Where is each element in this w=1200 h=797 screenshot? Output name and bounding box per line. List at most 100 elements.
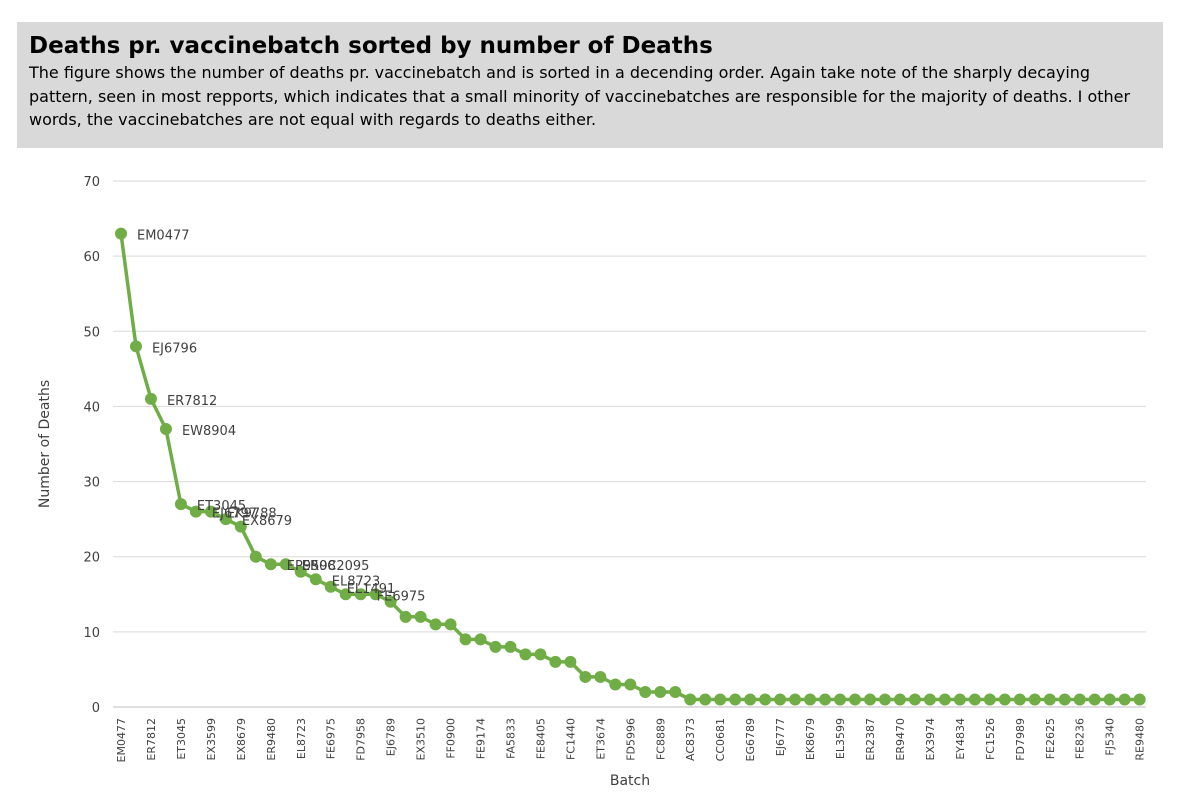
data-point <box>654 685 667 698</box>
data-point <box>714 693 727 706</box>
data-point <box>369 588 382 601</box>
data-label: ET3045 <box>197 499 246 514</box>
data-point <box>744 693 757 706</box>
x-tick-label: EM0477 <box>115 718 128 762</box>
data-point <box>639 685 652 698</box>
data-point <box>729 693 742 706</box>
data-point <box>489 640 502 653</box>
data-point <box>953 693 966 706</box>
data-point <box>1118 693 1131 706</box>
y-tick-label: 60 <box>83 250 100 265</box>
x-tick-label: EJ6789 <box>385 718 398 756</box>
y-axis-title: Number of Deaths <box>37 380 53 508</box>
x-tick-label: FE8236 <box>1074 718 1087 759</box>
data-point <box>474 633 487 646</box>
x-tick-label: FD7989 <box>1014 718 1027 761</box>
data-point <box>504 640 517 653</box>
data-point <box>429 618 442 631</box>
x-tick-label: ET3045 <box>175 718 188 760</box>
y-tick-label: 50 <box>83 325 100 340</box>
x-tick-label: FC1440 <box>564 718 577 760</box>
x-tick-label: EL3599 <box>834 718 847 759</box>
x-tick-label: FD7958 <box>355 718 368 761</box>
data-point <box>399 610 412 623</box>
data-point <box>384 595 397 608</box>
data-point <box>159 422 172 435</box>
x-tick-label: AC8373 <box>684 718 697 761</box>
data-label: EK9788 <box>227 507 277 522</box>
data-point <box>759 693 772 706</box>
data-point <box>819 693 832 706</box>
x-tick-label: FJ5340 <box>1104 718 1117 756</box>
chart-header: Deaths pr. vaccinebatch sorted by number… <box>17 22 1163 148</box>
x-tick-label: FE8405 <box>534 718 547 759</box>
y-tick-label: 10 <box>83 626 100 641</box>
data-point <box>1103 693 1116 706</box>
data-label: EM0477 <box>137 229 190 244</box>
data-point <box>264 558 277 571</box>
data-point <box>609 678 622 691</box>
data-label: EL1491 <box>347 582 396 597</box>
data-point <box>564 655 577 668</box>
data-point <box>339 588 352 601</box>
data-label: EJ6796 <box>152 341 197 356</box>
data-labels: EM0477 EJ6796 ER7812 EW8904 ET3045EJ6797EK97… <box>137 229 425 605</box>
x-tick-label: ER7812 <box>145 718 158 761</box>
data-point <box>849 693 862 706</box>
data-point <box>309 573 322 586</box>
data-label: ER0C2095 <box>302 559 370 574</box>
x-tick-label: CC0681 <box>714 718 727 761</box>
data-point <box>804 693 817 706</box>
x-tick-label: EX3599 <box>205 718 218 760</box>
data-point <box>938 693 951 706</box>
x-tick-label: FE2625 <box>1044 718 1057 759</box>
data-point <box>1013 693 1026 706</box>
data-point <box>414 610 427 623</box>
data-point <box>144 392 157 405</box>
data-point <box>174 498 187 511</box>
gridlines <box>113 180 1146 708</box>
data-point <box>923 693 936 706</box>
data-point <box>249 550 262 563</box>
data-label: ER7812 <box>167 394 217 409</box>
y-axis-tick-labels: 0 10 20 30 40 50 60 70 <box>83 175 100 716</box>
data-point <box>189 505 202 518</box>
data-point <box>624 678 637 691</box>
data-point <box>1028 693 1041 706</box>
x-tick-label: ER9470 <box>894 718 907 761</box>
data-label: EW8904 <box>182 424 236 439</box>
x-tick-label: FE6975 <box>325 718 338 759</box>
data-point <box>834 693 847 706</box>
data-point <box>669 685 682 698</box>
data-point <box>1073 693 1086 706</box>
chart-title: Deaths pr. vaccinebatch sorted by number… <box>29 33 713 59</box>
data-point <box>459 633 472 646</box>
x-tick-label: RE9480 <box>1134 718 1147 761</box>
x-tick-label: FE9174 <box>475 718 488 759</box>
series-points <box>115 227 1146 706</box>
y-tick-label: 70 <box>83 175 100 190</box>
data-point <box>1058 693 1071 706</box>
data-point <box>519 648 532 661</box>
data-point <box>983 693 996 706</box>
data-label: EL8723 <box>332 574 381 589</box>
x-axis-tick-labels: EM0477 ER7812 ET3045 EX3599 EX8679 ER9480 EL87… <box>115 718 1147 762</box>
x-tick-label: FD5996 <box>624 718 637 761</box>
y-tick-label: 20 <box>83 551 100 566</box>
data-point <box>115 227 127 240</box>
data-label: EP9598 <box>287 559 336 574</box>
y-tick-label: 40 <box>83 400 100 415</box>
data-point <box>549 655 562 668</box>
data-point <box>579 670 592 683</box>
data-point <box>324 580 337 593</box>
series-line <box>119 233 1140 702</box>
data-point <box>864 693 876 706</box>
data-point <box>234 520 247 533</box>
data-label: EJ6797 <box>212 507 257 522</box>
data-label: EX8679 <box>242 514 292 529</box>
x-tick-label: EJ6777 <box>774 718 787 756</box>
y-tick-label: 30 <box>83 476 100 491</box>
x-tick-label: FC1526 <box>984 718 997 760</box>
data-point <box>594 670 607 683</box>
x-tick-label: EK8679 <box>804 718 817 760</box>
